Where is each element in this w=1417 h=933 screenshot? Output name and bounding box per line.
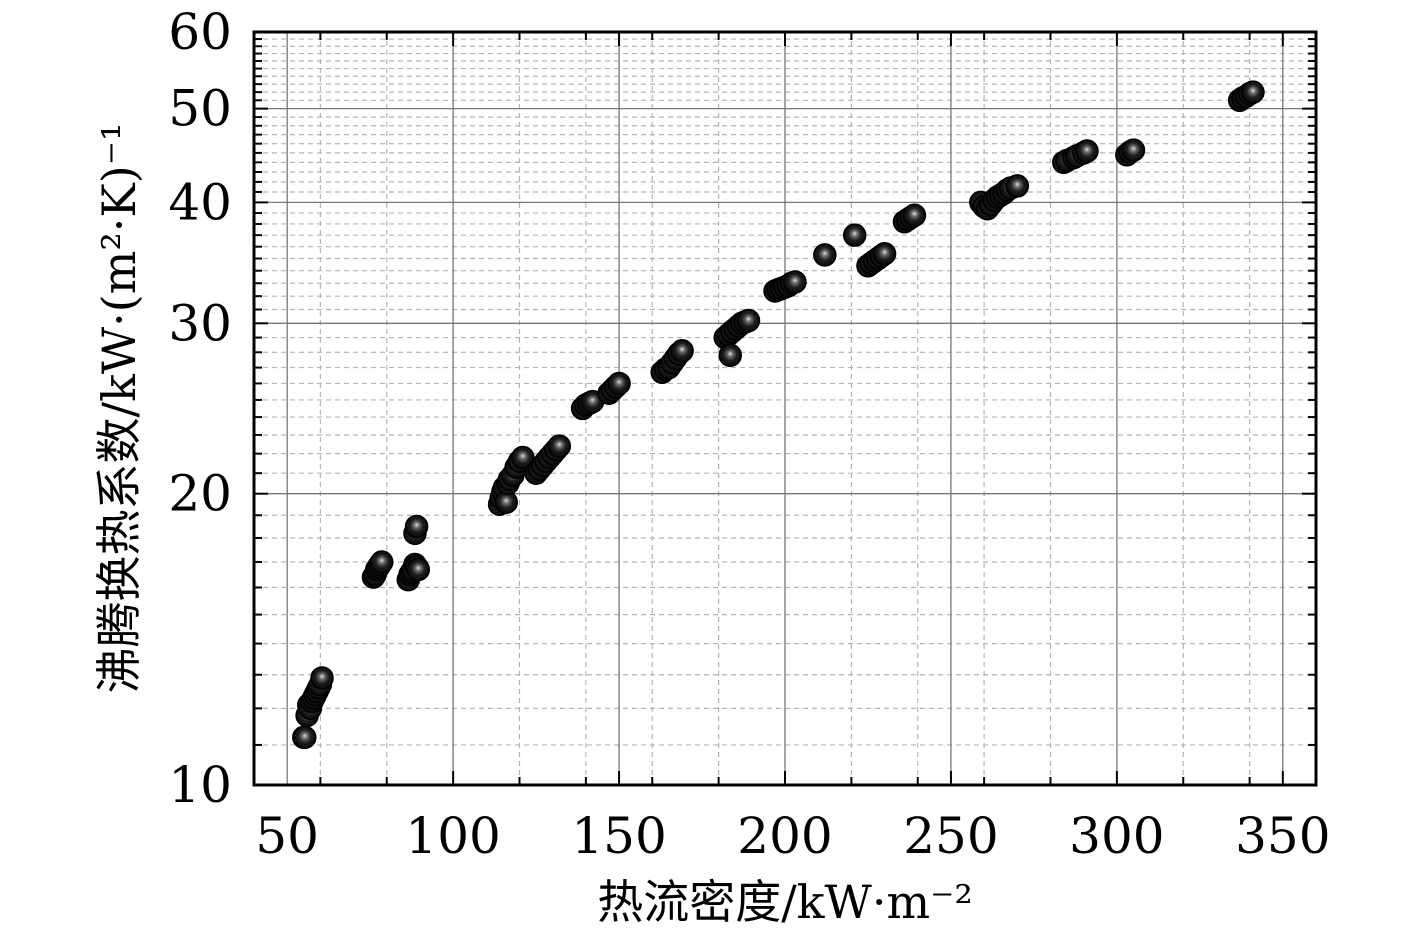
data-point [902,203,927,227]
data-point [293,725,317,750]
x-tick-label: 350 [1235,807,1330,865]
data-point [607,371,631,396]
y-tick-labels: 10 20 30 40 50 60 [168,3,232,814]
x-tick-label: 300 [1069,807,1164,865]
data-point [1005,174,1030,198]
x-tick-label: 150 [571,807,666,865]
data-point [1121,138,1146,162]
data-points [292,80,1265,750]
data-point [547,434,572,458]
x-axis-title: 热流密度/kW·m⁻² [597,875,973,929]
data-point [370,550,394,574]
data-point [310,666,334,690]
data-point [842,223,867,247]
y-tick-label: 40 [168,173,232,231]
data-point [670,339,694,363]
grid-lines [254,32,1316,785]
data-point [1075,139,1099,163]
x-tick-label: 50 [255,807,319,865]
x-tick-label: 200 [737,807,832,865]
x-tick-labels: 50 100 150 200 250 300 350 [255,807,1330,865]
data-point [404,514,429,539]
data-point [718,343,742,368]
data-point [783,270,807,294]
x-tick-label: 250 [903,807,998,865]
y-tick-label: 60 [168,3,232,61]
y-tick-label: 10 [168,756,232,814]
data-point [813,243,837,267]
axis-ticks [254,32,1316,785]
data-point [511,445,535,470]
y-tick-label: 50 [168,80,232,138]
data-point [872,241,897,266]
data-point [406,557,431,582]
data-point [736,308,761,333]
y-tick-label: 20 [168,465,232,523]
data-point [1241,80,1265,104]
x-tick-label: 100 [405,807,500,865]
y-tick-label: 30 [168,294,232,352]
y-axis-title: 沸腾换热系数/kW·(m²·K)⁻¹ [92,123,146,694]
